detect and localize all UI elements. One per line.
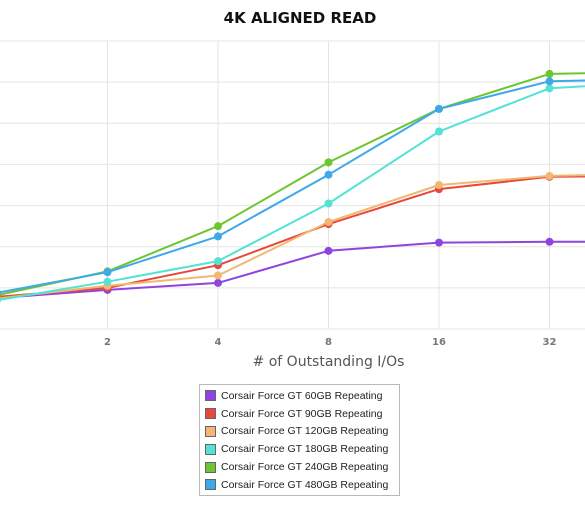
data-point-series-3 <box>214 271 222 280</box>
legend-swatch <box>205 479 216 491</box>
legend-label: Corsair Force GT 60GB Repeating <box>221 389 383 402</box>
data-point-series-6 <box>214 232 222 241</box>
data-point-series-6 <box>103 268 112 277</box>
legend-swatch <box>205 461 216 473</box>
legend-item: Corsair Force GT 90GB Repeating <box>205 405 399 423</box>
data-point-series-1 <box>214 278 222 287</box>
legend-swatch <box>205 425 216 437</box>
legend-swatch <box>205 408 216 420</box>
legend-label: Corsair Force GT 240GB Repeating <box>221 461 389 474</box>
x-tick-label: 16 <box>432 337 446 348</box>
chart-title: 4K ALIGNED READ <box>223 9 377 27</box>
x-tick-label: 2 <box>104 337 111 348</box>
data-point-series-6 <box>0 290 1 296</box>
series-line-3 <box>0 174 585 300</box>
legend-label: Corsair Force GT 90GB Repeating <box>221 407 383 420</box>
legend-item: Corsair Force GT 480GB Repeating <box>205 476 399 494</box>
x-axis-label: # of Outstanding I/Os <box>252 354 405 370</box>
data-point-series-6 <box>545 77 554 86</box>
data-point-series-3 <box>435 181 443 189</box>
legend-item: Corsair Force GT 60GB Repeating <box>205 387 399 405</box>
x-tick-label: 4 <box>215 337 222 348</box>
legend-item: Corsair Force GT 120GB Repeating <box>205 423 399 441</box>
legend-swatch <box>205 443 216 455</box>
data-point-series-4 <box>435 127 443 136</box>
data-point-series-5 <box>324 158 333 167</box>
legend-label: Corsair Force GT 180GB Repeating <box>221 443 389 456</box>
legend-label: Corsair Force GT 120GB Repeating <box>221 425 389 438</box>
legend-label: Corsair Force GT 480GB Repeating <box>221 478 389 491</box>
data-point-series-5 <box>545 69 554 78</box>
legend-swatch <box>205 390 216 402</box>
data-point-series-6 <box>435 104 443 113</box>
chart-legend: Corsair Force GT 60GB Repeating Corsair F… <box>199 384 400 496</box>
data-point-series-5 <box>214 222 222 231</box>
legend-item: Corsair Force GT 240GB Repeating <box>205 458 399 476</box>
data-point-series-4 <box>324 199 333 208</box>
data-point-series-3 <box>545 171 554 180</box>
x-tick-label: 32 <box>543 337 557 348</box>
x-tick-label: 8 <box>325 337 332 348</box>
data-point-series-6 <box>324 170 333 179</box>
legend-item: Corsair Force GT 180GB Repeating <box>205 440 399 458</box>
data-point-series-1 <box>435 238 443 247</box>
data-point-series-1 <box>545 237 554 246</box>
data-point-series-4 <box>0 297 1 303</box>
data-point-series-3 <box>324 218 333 227</box>
series-line-4 <box>0 85 585 301</box>
data-point-series-1 <box>324 246 333 255</box>
data-point-series-4 <box>214 257 222 266</box>
data-point-series-4 <box>545 84 554 93</box>
line-chart-plot: 2 4 8 16 32 <box>0 40 585 348</box>
data-point-series-4 <box>103 277 112 286</box>
